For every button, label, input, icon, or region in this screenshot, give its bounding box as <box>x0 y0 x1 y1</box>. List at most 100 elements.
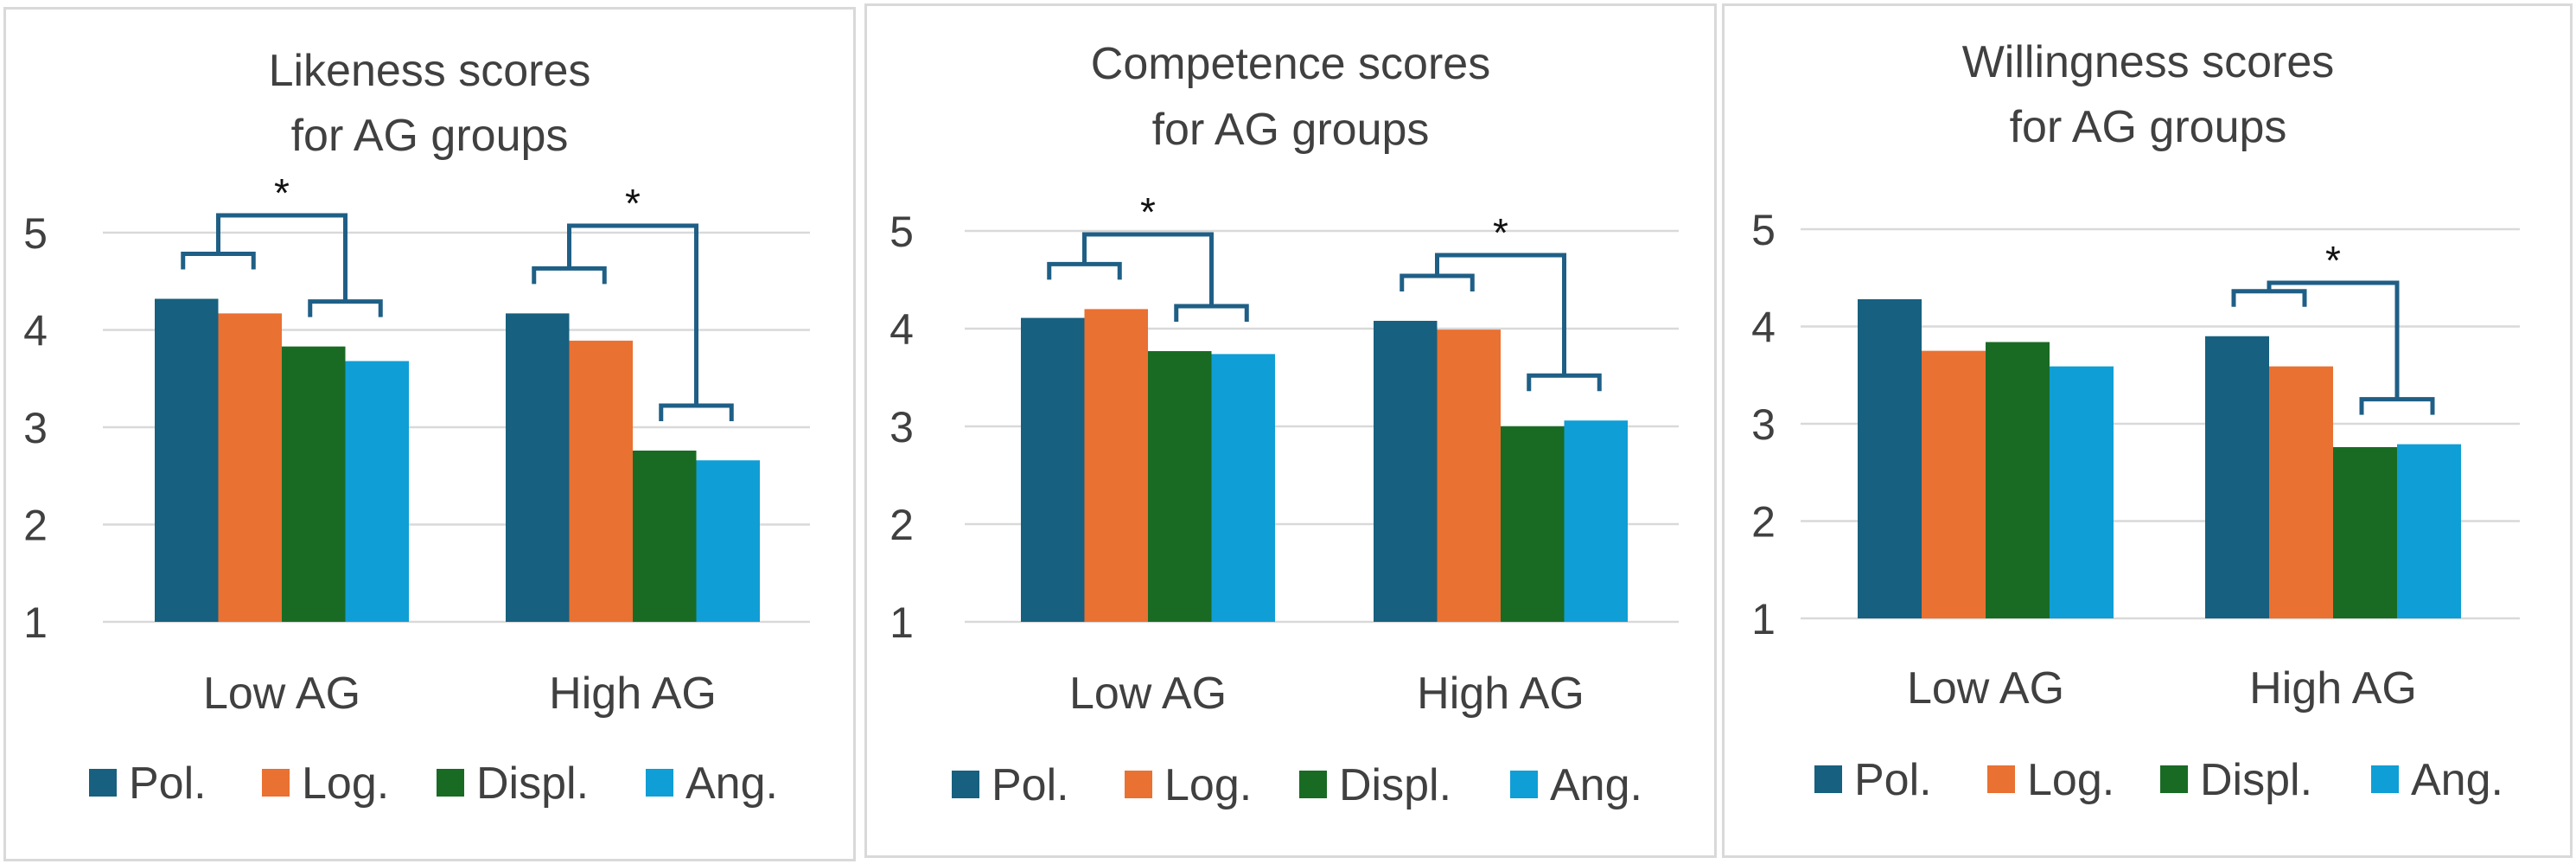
bar-log <box>1084 309 1148 622</box>
bar-pol <box>1374 320 1438 622</box>
bar-ang <box>696 460 760 622</box>
y-tick-label: 3 <box>1751 400 1776 449</box>
y-tick-label: 4 <box>1751 304 1776 352</box>
significance-marker: * <box>1140 189 1156 234</box>
x-category-label: Low AG <box>1907 663 2064 714</box>
competence-chart-panel: Competence scores for AG groups 1 2 3 4 5 Low A… <box>864 3 1717 858</box>
competence-chart: Competence scores for AG groups 1 2 3 4 5 Low A… <box>889 39 1679 810</box>
significance-bracket <box>181 252 256 270</box>
bar-pol <box>506 313 570 622</box>
legend-label: Ang. <box>2411 755 2503 805</box>
legend-swatch <box>1299 771 1327 798</box>
x-category-label: Low AG <box>1069 669 1227 719</box>
bar-log <box>2269 366 2333 618</box>
bar-displ <box>1501 426 1565 622</box>
y-tick-label: 1 <box>1751 595 1776 643</box>
legend-label: Pol. <box>129 758 207 809</box>
significance-bracket <box>659 403 734 421</box>
legend-swatch <box>646 769 673 797</box>
legend-label: Pol. <box>1854 755 1932 805</box>
bar-displ <box>282 346 346 622</box>
legend-label: Ang. <box>1550 760 1642 810</box>
legend-label: Log. <box>302 758 389 809</box>
bar-displ <box>2333 447 2397 618</box>
significance-bracket <box>2231 289 2307 307</box>
bar-ang <box>1211 354 1275 622</box>
bar-log <box>1922 350 1986 618</box>
y-tick-label: 4 <box>23 307 48 355</box>
y-tick-label: 1 <box>889 598 914 647</box>
chart-title-line: Likeness scores <box>269 46 591 96</box>
bar-log <box>1437 330 1501 622</box>
y-tick-label: 5 <box>1751 206 1776 254</box>
chart-title-line: Willingness scores <box>1962 37 2335 87</box>
bar-pol <box>1858 299 1922 618</box>
willingness-chart: Willingness scores for AG groups 1 2 3 4 5 Low … <box>1751 37 2520 805</box>
bar-pol <box>155 298 219 622</box>
significance-bracket <box>1435 253 1566 376</box>
significance-marker: * <box>274 170 290 215</box>
legend-swatch <box>89 769 117 797</box>
x-category-label: High AG <box>1417 669 1584 719</box>
legend-label: Displ. <box>476 758 589 809</box>
bar-log <box>569 340 633 622</box>
y-tick-label: 5 <box>23 209 48 258</box>
significance-bracket <box>1400 273 1475 291</box>
chart-title-line: Competence scores <box>1091 39 1490 89</box>
significance-bracket <box>567 223 698 406</box>
chart-title-line: for AG groups <box>1152 105 1430 155</box>
y-tick-label: 2 <box>1751 498 1776 547</box>
bar-pol <box>2205 336 2269 618</box>
significance-bracket <box>216 213 348 302</box>
y-tick-label: 3 <box>889 403 914 451</box>
bar-pol <box>1021 317 1085 622</box>
y-tick-label: 2 <box>889 501 914 549</box>
legend-label: Displ. <box>2200 755 2312 805</box>
legend-label: Pol. <box>992 760 1069 810</box>
likeness-chart-panel: Likeness scores for AG groups 1 2 3 4 5 Low AG H… <box>3 7 856 861</box>
legend-label: Displ. <box>1339 760 1451 810</box>
chart-title-line: for AG groups <box>2010 102 2287 152</box>
legend-label: Log. <box>1164 760 1252 810</box>
legend-swatch <box>1814 765 1842 793</box>
bar-displ <box>633 451 697 622</box>
bar-ang <box>2050 366 2114 618</box>
legend-swatch <box>1987 765 2015 793</box>
significance-marker: * <box>1493 210 1508 255</box>
significance-marker: * <box>2325 238 2341 283</box>
bar-ang <box>345 361 409 622</box>
legend-swatch <box>1125 771 1152 798</box>
significance-bracket <box>532 266 607 285</box>
bar-displ <box>1986 342 2050 618</box>
y-tick-label: 4 <box>889 305 914 354</box>
bar-ang <box>2397 444 2461 618</box>
x-category-label: High AG <box>2249 663 2417 714</box>
significance-bracket <box>2359 397 2435 415</box>
legend-swatch <box>437 769 464 797</box>
chart-title-line: for AG groups <box>291 111 569 161</box>
y-tick-label: 1 <box>23 598 48 647</box>
y-tick-label: 3 <box>23 404 48 452</box>
significance-bracket <box>308 299 383 317</box>
legend-swatch <box>2160 765 2188 793</box>
bar-ang <box>1564 420 1628 622</box>
bar-displ <box>1148 350 1212 622</box>
x-category-label: Low AG <box>203 669 360 719</box>
significance-marker: * <box>625 181 641 226</box>
significance-bracket <box>1527 373 1602 392</box>
legend-label: Log. <box>2027 755 2114 805</box>
significance-bracket <box>1047 261 1122 280</box>
y-tick-label: 2 <box>23 502 48 550</box>
legend-swatch <box>952 771 979 798</box>
y-tick-label: 5 <box>889 208 914 256</box>
bar-log <box>218 313 282 622</box>
likeness-chart: Likeness scores for AG groups 1 2 3 4 5 Low AG H… <box>23 46 810 809</box>
willingness-chart-panel: Willingness scores for AG groups 1 2 3 4 5 Low … <box>1722 3 2573 858</box>
legend-label: Ang. <box>685 758 778 809</box>
significance-bracket <box>1082 232 1214 306</box>
significance-bracket <box>1174 304 1249 322</box>
legend-swatch <box>1510 771 1538 798</box>
legend-swatch <box>262 769 290 797</box>
significance-bracket <box>2267 280 2400 400</box>
x-category-label: High AG <box>549 669 717 719</box>
